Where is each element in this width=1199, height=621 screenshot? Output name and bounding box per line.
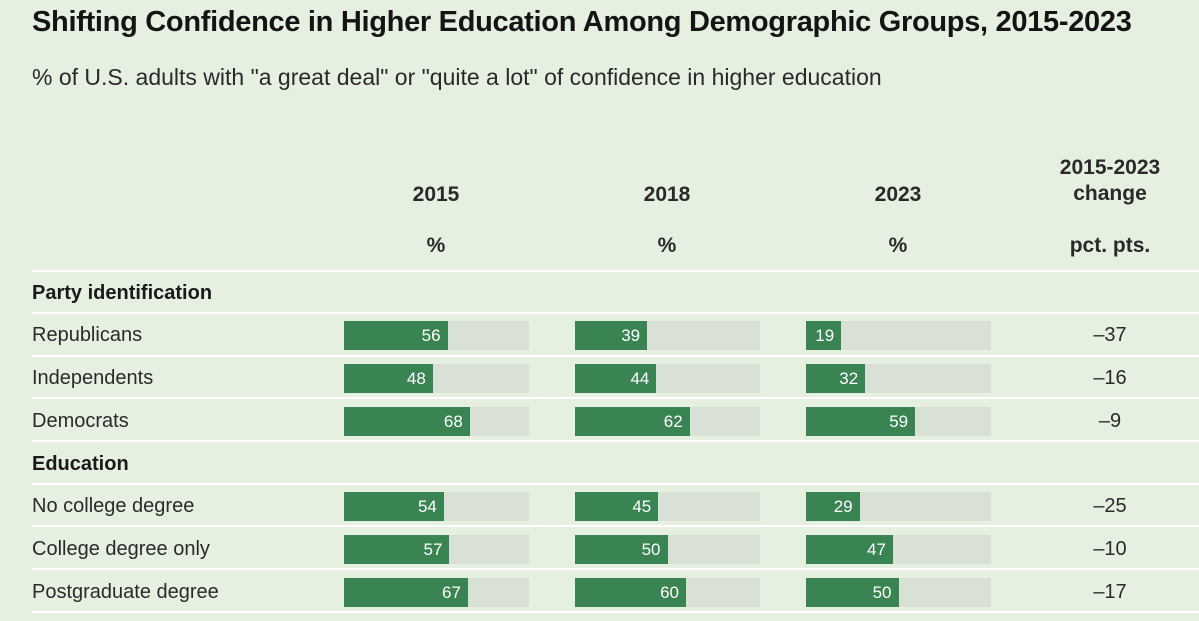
bar-2023 (806, 492, 860, 521)
divider (32, 568, 1199, 570)
divider (32, 525, 1199, 527)
bar-track: 56 (344, 321, 529, 350)
bar-value-label: 50 (872, 583, 892, 602)
divider (32, 611, 1199, 613)
bar-2023 (806, 321, 842, 350)
col-header-change-line1: 2015-2023 (1059, 156, 1161, 179)
col-unit-2023: % (888, 234, 908, 257)
bar-2018 (575, 492, 659, 521)
bar-value-label: 44 (630, 369, 650, 388)
bar-2023 (806, 364, 866, 393)
row-label: College degree only (32, 538, 210, 560)
bar-2018 (575, 321, 648, 350)
bar-value-label: 32 (839, 369, 859, 388)
divider (32, 440, 1199, 442)
bar-2015 (344, 407, 470, 436)
bar-track: 67 (344, 578, 529, 607)
bar-2023 (806, 535, 893, 564)
col-unit-2015: % (426, 234, 446, 257)
bar-track: 29 (806, 492, 991, 521)
col-header-change-line2: change (1073, 182, 1147, 205)
bar-track: 19 (806, 321, 991, 350)
bar-value-label: 60 (660, 583, 679, 602)
bar-value-label: 48 (406, 369, 426, 388)
bar-2018 (575, 364, 657, 393)
bar-track: 59 (806, 407, 991, 436)
col-header-change: 2015-2023 change (1040, 155, 1180, 207)
change-value: –9 (1098, 410, 1122, 432)
bar-value-label: 39 (621, 326, 641, 345)
col-header-2018: 2018 (643, 183, 691, 206)
change-value: –25 (1093, 495, 1127, 517)
change-value: –10 (1093, 538, 1127, 560)
bar-track: 68 (344, 407, 529, 436)
bar-2015 (344, 578, 468, 607)
bar-2015 (344, 321, 448, 350)
bar-2018 (575, 407, 690, 436)
row-label: No college degree (32, 495, 195, 517)
bar-value-label: 68 (443, 412, 463, 431)
bar-value-label: 50 (641, 540, 661, 559)
row-label: Postgraduate degree (32, 581, 219, 603)
divider (32, 270, 1199, 272)
col-header-2015: 2015 (412, 183, 460, 206)
bar-track: 39 (575, 321, 760, 350)
bar-value-label: 45 (632, 497, 652, 516)
divider (32, 355, 1199, 357)
bar-value-label: 57 (423, 540, 443, 559)
bar-2015 (344, 364, 433, 393)
chart-subtitle: % of U.S. adults with "a great deal" or … (32, 64, 882, 90)
row-label: Democrats (32, 410, 129, 432)
bar-value-label: 56 (421, 326, 441, 345)
divider (32, 397, 1199, 399)
divider (32, 483, 1199, 485)
bar-track: 44 (575, 364, 760, 393)
bar-value-label: 62 (663, 412, 683, 431)
bar-track: 50 (575, 535, 760, 564)
bar-track: 45 (575, 492, 760, 521)
bar-value-label: 67 (442, 583, 461, 602)
bar-track: 60 (575, 578, 760, 607)
bar-value-label: 59 (889, 412, 909, 431)
bar-track: 62 (575, 407, 760, 436)
bar-track: 54 (344, 492, 529, 521)
bar-2023 (806, 578, 899, 607)
bar-value-label: 19 (815, 326, 835, 345)
row-label: Republicans (32, 324, 143, 346)
bar-track: 48 (344, 364, 529, 393)
section-label-party: Party identification (32, 282, 213, 304)
bar-value-label: 54 (417, 497, 437, 516)
bar-track: 47 (806, 535, 991, 564)
divider (32, 312, 1199, 314)
col-header-2023: 2023 (874, 183, 922, 206)
bar-value-label: 47 (867, 540, 886, 559)
bar-2015 (344, 492, 444, 521)
col-unit-change: pct. pts. (1069, 234, 1151, 257)
row-label: Independents (32, 367, 154, 389)
bar-2015 (344, 535, 450, 564)
change-value: –17 (1093, 581, 1127, 603)
section-label-education: Education (32, 453, 129, 475)
bar-track: 32 (806, 364, 991, 393)
bar-2023 (806, 407, 916, 436)
col-unit-2018: % (657, 234, 677, 257)
bar-track: 50 (806, 578, 991, 607)
change-value: –37 (1093, 324, 1127, 346)
chart-title: Shifting Confidence in Higher Education … (32, 6, 1132, 38)
bar-value-label: 29 (833, 497, 853, 516)
bar-2018 (575, 535, 668, 564)
bar-track: 57 (344, 535, 529, 564)
change-value: –16 (1093, 367, 1127, 389)
bar-2018 (575, 578, 686, 607)
